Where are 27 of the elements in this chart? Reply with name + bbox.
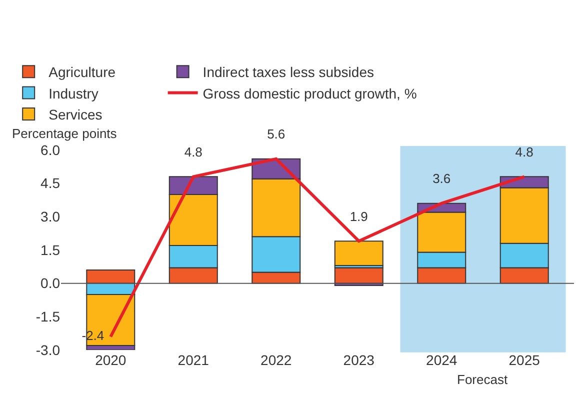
y-tick-label: 1.5: [40, 242, 60, 258]
y-tick-label: 4.5: [40, 175, 60, 192]
legend-label: Indirect taxes less subsides: [202, 64, 374, 80]
x-tick-label: 2022: [260, 352, 292, 368]
y-axis-title: Percentage points: [12, 126, 118, 141]
x-tick-label: 2020: [95, 352, 126, 368]
band-label: Forecast: [457, 372, 508, 387]
y-tick-label: 0.0: [40, 275, 60, 292]
x-tick-label: 2025: [508, 352, 540, 368]
data-label: 4.8: [184, 144, 202, 160]
y-tick-label: 3.0: [40, 208, 60, 225]
y-tick-label: -3.0: [36, 342, 60, 358]
x-tick-label: 2023: [343, 352, 375, 368]
bar: [334, 240, 384, 266]
line-series: [109, 157, 526, 338]
x-tick-label: 2021: [178, 352, 210, 368]
data-label: 3.6: [432, 171, 451, 186]
x-tick-label: 2024: [426, 352, 458, 368]
data-label: 4.8: [515, 144, 534, 160]
legend-label: Agriculture: [48, 64, 116, 80]
y-tick-label: 6.0: [40, 142, 60, 158]
data-label: 5.6: [267, 126, 286, 142]
legend-label: Gross domestic product growth, %: [202, 85, 417, 102]
legend-label: Industry: [48, 85, 98, 102]
legend-label: Services: [48, 106, 102, 122]
y-tick-label: -1.5: [36, 308, 60, 325]
data-label: 1.9: [350, 208, 368, 224]
